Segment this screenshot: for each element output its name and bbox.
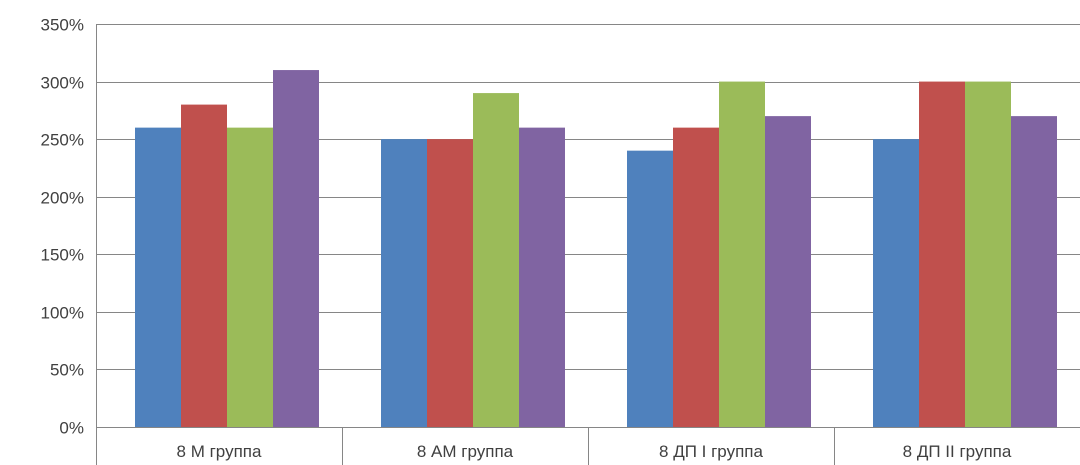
bar-series-3 [965, 81, 1011, 428]
bar-series-3 [227, 127, 273, 427]
y-tick-label: 250% [41, 131, 84, 150]
y-tick-label: 0% [59, 419, 84, 438]
bar-series-2 [181, 104, 227, 427]
category-label: 8 ДП II группа [903, 442, 1012, 461]
y-tick-label: 100% [41, 304, 84, 323]
category-label: 8 М группа [177, 442, 262, 461]
bar-series-1 [381, 139, 427, 427]
category-label: 8 АМ группа [417, 442, 514, 461]
bar-series-2 [673, 127, 719, 427]
bar-series-4 [1011, 116, 1057, 427]
bar-series-3 [719, 81, 765, 428]
bar-series-2 [427, 139, 473, 427]
y-tick-label: 150% [41, 246, 84, 265]
y-tick-label: 50% [50, 361, 84, 380]
y-tick-label: 200% [41, 189, 84, 208]
axes [96, 24, 1080, 465]
bar-series-4 [519, 127, 565, 427]
labels: 0% 50% 100% 150% 200% 250% 300% 350% 8 М группа 8… [41, 16, 1012, 462]
bar-series-1 [873, 139, 919, 427]
bar-series-1 [135, 127, 181, 427]
bar-series-1 [627, 150, 673, 427]
bar-series-4 [273, 70, 319, 428]
bars [135, 70, 1057, 428]
bar-series-4 [765, 116, 811, 427]
y-tick-label: 350% [41, 16, 84, 35]
bar-series-2 [919, 81, 965, 428]
category-label: 8 ДП I группа [659, 442, 763, 461]
bar-series-3 [473, 93, 519, 427]
y-tick-label: 300% [41, 74, 84, 93]
